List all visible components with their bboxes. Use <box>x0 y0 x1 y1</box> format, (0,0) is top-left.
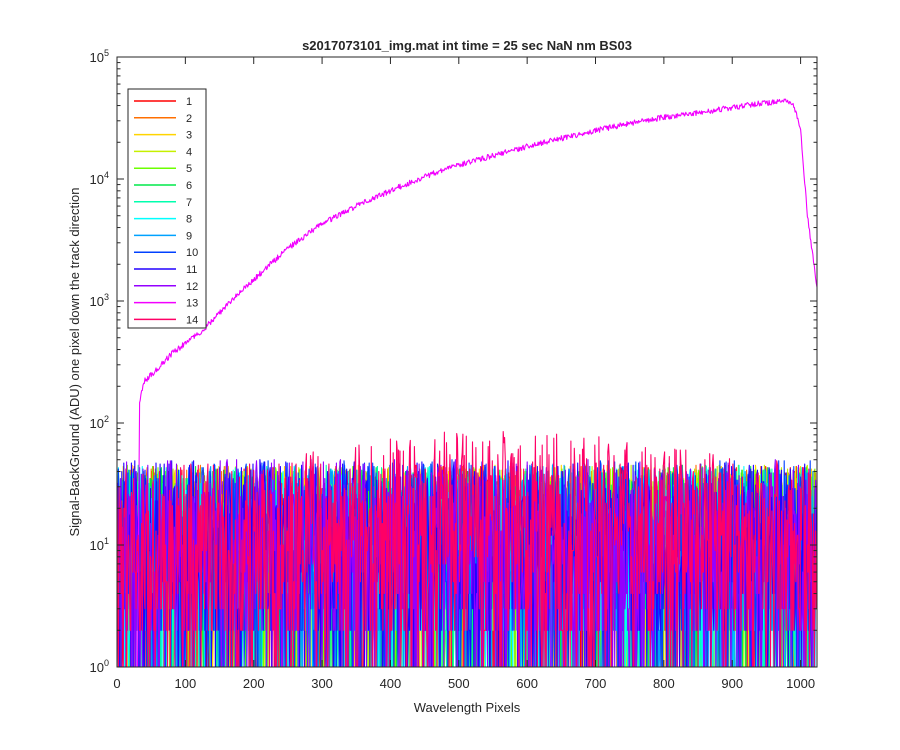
legend-label: 11 <box>186 264 197 276</box>
x-tick-label: 600 <box>516 676 538 691</box>
x-ticks: 0 100 200 300 400 500 600 700 800 900 1000 <box>113 57 815 691</box>
legend-label: 4 <box>186 146 192 158</box>
legend-label: 12 <box>186 281 198 293</box>
y-tick-label: 103 <box>90 292 109 309</box>
y-tick-base: 10 <box>90 416 104 431</box>
y-tick-exponent: 5 <box>104 48 109 58</box>
x-tick-label: 200 <box>243 676 265 691</box>
legend-label: 8 <box>186 214 192 226</box>
y-tick-label: 105 <box>90 48 109 65</box>
chart-title: s2017073101_img.mat int time = 25 sec Na… <box>302 38 632 53</box>
y-tick-exponent: 2 <box>104 414 109 424</box>
x-tick-label: 700 <box>585 676 607 691</box>
x-tick-label: 500 <box>448 676 470 691</box>
legend-label: 14 <box>186 314 198 326</box>
y-tick-label: 101 <box>90 536 109 553</box>
legend-label: 3 <box>186 130 192 142</box>
x-tick-label: 100 <box>175 676 197 691</box>
series-line-13 <box>117 98 817 667</box>
y-tick-exponent: 3 <box>104 292 109 302</box>
y-axis-label: Signal-BackGround (ADU) one pixel down t… <box>67 187 82 536</box>
series-line-14 <box>117 431 817 667</box>
y-tick-label: 100 <box>90 658 109 675</box>
plot-frame <box>116 56 818 668</box>
y-tick-exponent: 4 <box>104 170 109 180</box>
y-tick-base: 10 <box>90 538 104 553</box>
x-axis-label: Wavelength Pixels <box>414 700 521 715</box>
legend-label: 5 <box>186 163 192 175</box>
legend-label: 10 <box>186 247 198 259</box>
x-tick-label: 0 <box>113 676 120 691</box>
series-layer <box>117 98 817 667</box>
y-tick-base: 10 <box>90 294 104 309</box>
y-tick-label: 104 <box>90 170 109 187</box>
legend-box <box>127 88 207 329</box>
y-tick-base: 10 <box>90 50 104 65</box>
y-tick-label: 102 <box>90 414 109 431</box>
y-tick-base: 10 <box>90 660 104 675</box>
y-tick-exponent: 0 <box>104 658 109 668</box>
legend-label: 6 <box>186 180 192 192</box>
x-tick-label: 900 <box>721 676 743 691</box>
legend-label: 1 <box>186 96 192 108</box>
x-tick-label: 400 <box>380 676 402 691</box>
legend-label: 9 <box>186 230 192 242</box>
legend-label: 13 <box>186 298 198 310</box>
legend-label: 7 <box>186 197 192 209</box>
x-tick-label: 800 <box>653 676 675 691</box>
legend-label: 2 <box>186 113 192 125</box>
x-tick-label: 300 <box>311 676 333 691</box>
y-tick-base: 10 <box>90 172 104 187</box>
x-tick-label: 1000 <box>786 676 815 691</box>
y-tick-exponent: 1 <box>104 536 109 546</box>
